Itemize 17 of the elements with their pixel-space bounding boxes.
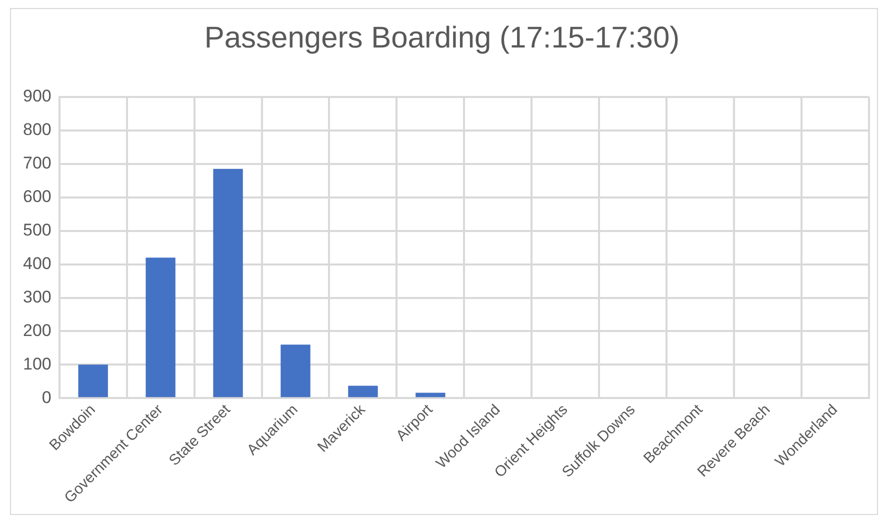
- bar: [348, 386, 378, 398]
- y-tick-label: 800: [22, 120, 52, 140]
- y-tick-label: 600: [22, 187, 52, 206]
- y-tick-label: 200: [22, 320, 52, 340]
- bar: [146, 258, 176, 398]
- chart-title: Passengers Boarding (17:15-17:30): [204, 21, 680, 54]
- y-tick-label: 500: [22, 220, 52, 240]
- y-tick-label: 0: [42, 388, 52, 407]
- y-tick-label: 900: [22, 86, 52, 106]
- y-tick-label: 400: [22, 254, 52, 273]
- bar: [416, 392, 446, 398]
- bar: [78, 364, 108, 398]
- y-tick-label: 300: [22, 287, 52, 306]
- bar: [280, 344, 310, 398]
- y-tick-label: 700: [22, 154, 52, 173]
- bar: [213, 168, 243, 398]
- y-tick-label: 100: [22, 354, 52, 374]
